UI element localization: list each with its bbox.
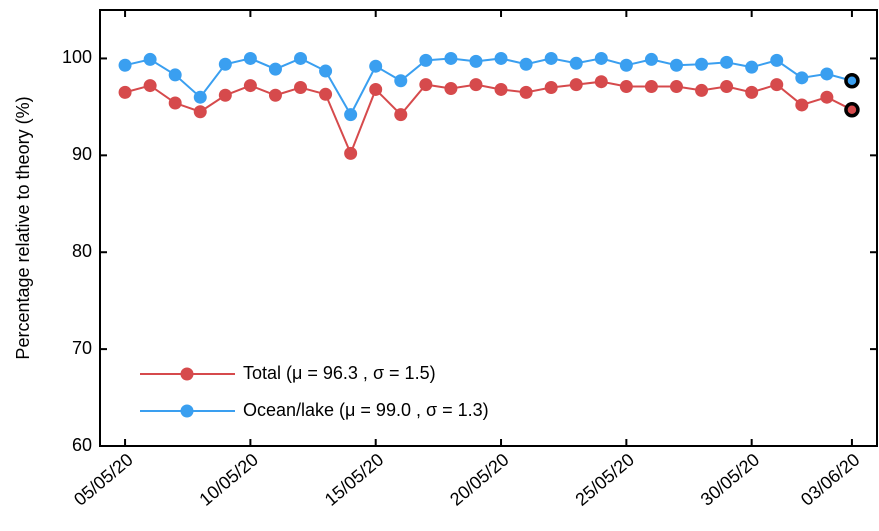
data-point <box>695 83 709 97</box>
data-point <box>770 78 784 92</box>
data-point <box>243 51 257 65</box>
y-tick-label: 60 <box>72 435 92 455</box>
data-point <box>745 85 759 99</box>
data-point <box>344 108 358 122</box>
data-point <box>844 72 860 89</box>
data-point <box>770 53 784 67</box>
x-tick-label: 15/05/20 <box>321 449 388 509</box>
data-point <box>143 52 157 66</box>
data-point <box>795 98 809 112</box>
data-point <box>469 78 483 92</box>
y-tick-label: 90 <box>72 144 92 164</box>
data-point <box>168 96 182 110</box>
y-tick-label: 70 <box>72 338 92 358</box>
plot-frame <box>99 9 878 447</box>
data-point <box>218 57 232 71</box>
data-point <box>344 146 358 160</box>
data-point <box>243 79 257 93</box>
data-point <box>118 85 132 99</box>
data-point <box>193 105 207 119</box>
data-point <box>268 62 282 76</box>
data-point <box>143 79 157 93</box>
data-point <box>644 80 658 94</box>
data-point <box>494 51 508 65</box>
data-point <box>619 58 633 72</box>
data-point <box>569 56 583 70</box>
data-point <box>644 52 658 66</box>
data-point <box>569 78 583 92</box>
data-point <box>695 57 709 71</box>
data-point <box>394 108 408 122</box>
y-tick-label: 100 <box>62 47 92 67</box>
data-point <box>118 58 132 72</box>
data-point <box>669 58 683 72</box>
data-point <box>720 55 734 69</box>
data-point <box>444 51 458 65</box>
data-point <box>519 57 533 71</box>
data-point <box>544 51 558 65</box>
data-point <box>218 88 232 102</box>
data-point <box>844 102 860 118</box>
data-point <box>619 80 633 94</box>
x-tick-label: 20/05/20 <box>446 449 513 509</box>
data-point <box>193 90 207 104</box>
data-point <box>519 85 533 99</box>
data-point <box>544 81 558 95</box>
data-point <box>720 80 734 94</box>
data-point <box>268 88 282 102</box>
legend-label: Total (μ = 96.3 , σ = 1.5) <box>243 363 436 383</box>
data-point <box>394 74 408 88</box>
data-point <box>669 80 683 94</box>
legend-label: Ocean/lake (μ = 99.0 , σ = 1.3) <box>243 400 489 420</box>
x-tick-label: 30/05/20 <box>697 449 764 509</box>
x-tick-label: 25/05/20 <box>571 449 638 509</box>
data-point <box>745 60 759 74</box>
data-point <box>369 82 383 96</box>
data-point <box>419 53 433 67</box>
data-point <box>294 51 308 65</box>
series-line <box>124 80 853 157</box>
data-point <box>469 54 483 68</box>
legend-marker <box>180 367 194 381</box>
data-point <box>494 82 508 96</box>
data-point <box>419 78 433 92</box>
data-point <box>369 59 383 73</box>
x-tick-label: 05/05/20 <box>70 449 137 509</box>
data-point <box>820 67 834 81</box>
x-tick-label: 10/05/20 <box>195 449 262 509</box>
data-point <box>294 81 308 95</box>
legend-marker <box>180 404 194 418</box>
data-point <box>594 51 608 65</box>
data-point <box>319 87 333 101</box>
data-point <box>594 75 608 89</box>
data-point <box>319 64 333 78</box>
data-point <box>444 81 458 95</box>
x-tick-label: 03/06/20 <box>797 449 864 509</box>
data-point <box>820 90 834 104</box>
y-axis-label: Percentage relative to theory (%) <box>13 96 33 359</box>
y-tick-label: 80 <box>72 241 92 261</box>
data-point <box>795 71 809 85</box>
data-point <box>168 68 182 82</box>
